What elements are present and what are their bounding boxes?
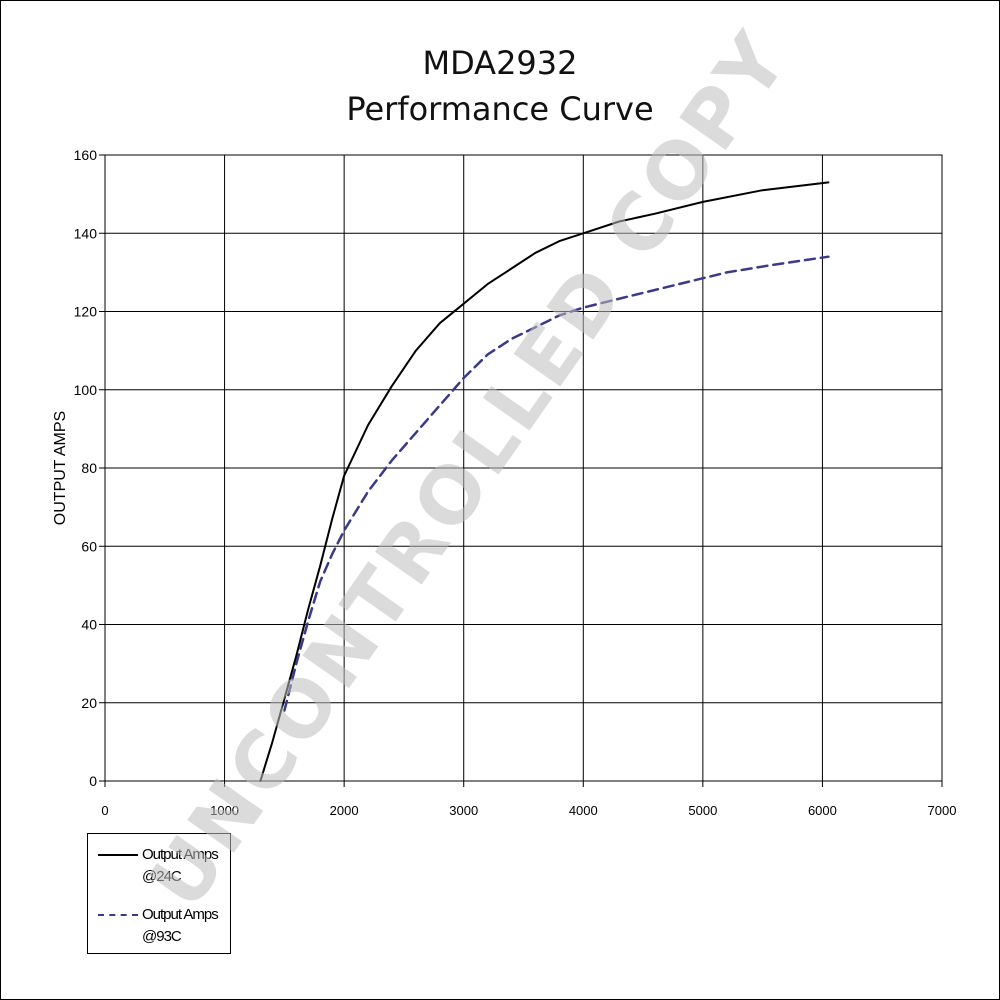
y-tick-label: 120 bbox=[74, 304, 98, 320]
chart-title: MDA2932 Performance Curve bbox=[0, 40, 1000, 132]
chart-title-line1: MDA2932 bbox=[422, 44, 578, 82]
y-tick-label: 140 bbox=[74, 225, 98, 241]
y-tick-label: 60 bbox=[81, 538, 97, 554]
x-tick-label: 7000 bbox=[928, 803, 957, 818]
y-tick-label: 100 bbox=[74, 382, 98, 398]
x-tick-label: 6000 bbox=[808, 803, 837, 818]
y-tick-label: 40 bbox=[81, 617, 97, 633]
y-tick-label: 20 bbox=[81, 695, 97, 711]
y-tick-label: 80 bbox=[81, 460, 97, 476]
y-tick-label: 160 bbox=[74, 147, 98, 163]
legend-swatch-24c bbox=[98, 854, 138, 856]
legend-label-93c-line1: Output Amps bbox=[142, 906, 219, 923]
series-line-24c bbox=[259, 181, 830, 782]
legend-swatch-93c bbox=[98, 914, 138, 916]
x-tick-label: 4000 bbox=[569, 803, 598, 818]
series-line-93c bbox=[283, 255, 830, 712]
x-tick-label: 2000 bbox=[330, 803, 359, 818]
x-tick-label: 5000 bbox=[688, 803, 717, 818]
x-tick-label: 3000 bbox=[449, 803, 478, 818]
chart-title-line2: Performance Curve bbox=[346, 90, 654, 128]
legend: Output Amps @24C Output Amps @93C bbox=[87, 833, 231, 954]
x-tick-label: 1000 bbox=[210, 803, 239, 818]
y-tick-label: 0 bbox=[89, 773, 97, 789]
x-tick-label: 0 bbox=[101, 803, 108, 818]
legend-label-24c-line1: Output Amps bbox=[142, 846, 219, 863]
legend-label-24c-line2: @24C bbox=[142, 868, 182, 885]
legend-label-93c-line2: @93C bbox=[142, 928, 182, 945]
